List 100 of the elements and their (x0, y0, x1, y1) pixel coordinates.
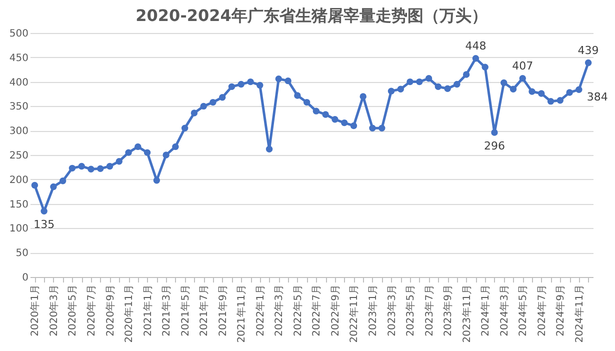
x-tick-label: 2024年1月 (480, 284, 492, 336)
point (134, 143, 142, 150)
point (247, 78, 254, 86)
point (472, 55, 480, 62)
y-tick-label: 150 (9, 199, 28, 210)
y-tick-label: 250 (9, 150, 28, 162)
point (78, 162, 85, 170)
point (519, 75, 526, 82)
point (312, 108, 320, 114)
data-label: 135 (34, 218, 55, 232)
point (88, 166, 94, 172)
point (388, 88, 395, 94)
data-label: 384 (586, 90, 608, 104)
data-label: 296 (484, 140, 505, 153)
point (322, 111, 329, 118)
x-tick-label: 2021年1月 (142, 284, 154, 336)
x-tick-label: 2021年5月 (179, 284, 192, 336)
point (228, 83, 236, 90)
point (360, 93, 366, 100)
point (31, 182, 38, 189)
point (434, 83, 442, 90)
data-label: 407 (512, 59, 534, 72)
point (294, 92, 301, 99)
x-tick-label: 2022年3月 (273, 284, 286, 336)
point (482, 64, 488, 71)
point (538, 90, 545, 97)
point (50, 183, 57, 190)
y-tick-label: 200 (9, 174, 28, 186)
point (162, 152, 170, 158)
x-tick-label: 2023年7月 (423, 284, 436, 336)
x-tick-label: 2024年11月 (573, 284, 586, 343)
point (378, 124, 386, 132)
y-tick-label: 350 (9, 102, 28, 113)
point (190, 110, 198, 116)
point (576, 86, 582, 93)
x-tick-label: 2022年11月 (348, 284, 360, 343)
point (266, 146, 273, 152)
x-tick-label: 2020年9月 (104, 284, 116, 336)
x-tick-label: 2021年7月 (198, 284, 210, 336)
x-tick-label: 2022年5月 (292, 284, 304, 336)
point (416, 78, 423, 86)
x-tick-label: 2021年9月 (216, 284, 229, 336)
point (340, 119, 348, 126)
point (116, 158, 122, 165)
x-tick-label: 2023年9月 (442, 284, 454, 336)
point (397, 86, 404, 92)
point (59, 178, 66, 184)
point (238, 80, 244, 88)
point (547, 98, 554, 105)
y-tick-label: 0 (22, 272, 28, 284)
point (125, 149, 132, 156)
x-tick-label: 2020年7月 (85, 284, 98, 336)
x-tick-label: 2022年7月 (310, 284, 323, 336)
y-tick-label: 400 (9, 77, 28, 88)
point (172, 143, 179, 150)
point (350, 122, 358, 130)
point (500, 79, 508, 86)
point (556, 96, 564, 104)
point (510, 86, 517, 92)
x-tick-label: 2023年5月 (404, 284, 417, 336)
y-tick-label: 500 (9, 28, 28, 40)
point (284, 77, 292, 84)
point (256, 82, 264, 89)
x-tick-label: 2024年5月 (517, 284, 530, 336)
point (454, 80, 460, 88)
point (97, 165, 104, 172)
x-tick-label: 2020年3月 (48, 284, 60, 336)
point (369, 124, 376, 132)
point (144, 149, 151, 156)
x-tick-label: 2020年5月 (66, 284, 79, 336)
point (68, 164, 76, 172)
point (425, 75, 432, 82)
data-label: 439 (578, 44, 599, 57)
y-tick-label: 100 (9, 224, 28, 235)
x-tick-label: 2024年9月 (554, 284, 567, 336)
point (303, 98, 310, 106)
point (181, 124, 188, 132)
point (200, 102, 207, 110)
x-tick-label: 2023年3月 (386, 284, 398, 336)
point (275, 76, 282, 82)
x-tick-label: 2021年11月 (236, 284, 248, 343)
y-tick-label: 300 (9, 126, 28, 138)
point (106, 162, 114, 170)
point (210, 98, 216, 106)
data-label: 448 (465, 39, 486, 52)
point (406, 78, 414, 86)
x-tick-label: 2021年3月 (160, 284, 173, 336)
x-tick-label: 2023年11月 (460, 284, 473, 343)
point (332, 116, 338, 123)
point (444, 85, 451, 92)
y-tick-label: 50 (16, 248, 28, 260)
x-tick-label: 2020年1月 (29, 284, 42, 336)
x-tick-label: 2023年1月 (366, 284, 379, 336)
point (491, 129, 498, 136)
x-tick-label: 2022年9月 (329, 284, 342, 336)
point (528, 88, 536, 95)
chart-title: 2020-2024年广东省生猪屠宰量走势图（万头） (136, 6, 488, 25)
y-tick-label: 450 (9, 52, 28, 64)
point (153, 177, 160, 184)
x-tick-label: 2020年11月 (123, 284, 136, 343)
